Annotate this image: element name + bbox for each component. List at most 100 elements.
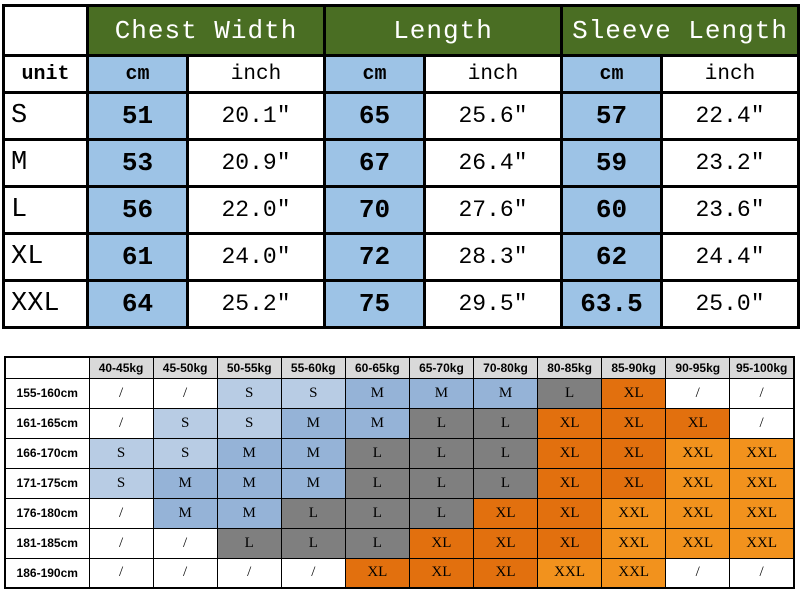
inch-value: 28.3" — [423, 232, 564, 282]
fit-cell: / — [665, 377, 731, 409]
inch-value: 20.9" — [185, 138, 327, 188]
fit-cell: XL — [472, 497, 539, 529]
height-row: 161-165cm / S S M M L L XL XL XL / — [4, 407, 795, 439]
fit-cell: M — [216, 437, 282, 469]
unit-col-header: inch — [185, 54, 327, 94]
fit-cell: L — [472, 407, 539, 439]
fit-cell: XL — [601, 437, 667, 469]
fit-cell: S — [152, 437, 218, 469]
size-row: XXL 64 25.2" 75 29.5" 63.5 25.0" — [2, 279, 800, 329]
fit-cell: XL — [537, 467, 603, 499]
cm-value: 59 — [560, 138, 664, 188]
height-weight-fit-table: 40-45kg 45-50kg 50-55kg 55-60kg 60-65kg 65-70… — [4, 356, 795, 589]
fit-cell: XL — [537, 497, 603, 529]
fit-cell: L — [408, 407, 474, 439]
fit-cell: XXL — [665, 437, 731, 469]
fit-cell: XXL — [601, 527, 667, 559]
fit-cell: / — [152, 377, 218, 409]
fit-cell: XL — [665, 407, 731, 439]
fit-cell: L — [408, 437, 474, 469]
inch-value: 27.6" — [423, 185, 564, 235]
size-row: M 53 20.9" 67 26.4" 59 23.2" — [2, 138, 800, 188]
cm-value: 75 — [323, 279, 427, 329]
weight-header: 40-45kg — [88, 356, 154, 379]
fit-cell: / — [88, 407, 154, 439]
group-header: Length — [323, 4, 564, 57]
fit-cell: M — [280, 407, 346, 439]
fit-cell: / — [88, 527, 154, 559]
height-label: 166-170cm — [4, 437, 90, 469]
cm-value: 60 — [560, 185, 664, 235]
fit-cell: XL — [537, 527, 603, 559]
fit-cell: XL — [408, 527, 474, 559]
weight-header: 70-80kg — [472, 356, 539, 379]
weight-header: 85-90kg — [601, 356, 667, 379]
inch-value: 23.2" — [660, 138, 800, 188]
weight-header: 90-95kg — [665, 356, 731, 379]
height-label: 176-180cm — [4, 497, 90, 529]
size-row: L 56 22.0" 70 27.6" 60 23.6" — [2, 185, 800, 235]
height-row: 155-160cm / / S S M M M L XL / / — [4, 377, 795, 409]
fit-cell: L — [408, 497, 474, 529]
fit-cell: XL — [472, 527, 539, 559]
size-label: M — [2, 138, 89, 188]
fit-cell: XXL — [601, 497, 667, 529]
fit-cell: / — [216, 557, 282, 589]
fit-cell: S — [280, 377, 346, 409]
inch-value: 20.1" — [185, 91, 327, 141]
fit-cell: XL — [472, 557, 539, 589]
cm-value: 53 — [86, 138, 189, 188]
fit-cell: L — [537, 377, 603, 409]
weight-header: 45-50kg — [152, 356, 218, 379]
inch-value: 24.4" — [660, 232, 800, 282]
size-row: S 51 20.1" 65 25.6" 57 22.4" — [2, 91, 800, 141]
fit-cell: / — [152, 557, 218, 589]
unit-label: unit — [2, 54, 89, 94]
fit-cell: S — [88, 467, 154, 499]
fit-cell: XXL — [665, 467, 731, 499]
inch-value: 25.6" — [423, 91, 564, 141]
fit-cell: M — [216, 467, 282, 499]
fit-cell: M — [280, 467, 346, 499]
height-label: 186-190cm — [4, 557, 90, 589]
unit-col-header: inch — [660, 54, 800, 94]
fit-cell: XL — [344, 557, 410, 589]
inch-value: 24.0" — [185, 232, 327, 282]
fit-cell: L — [216, 527, 282, 559]
fit-cell: M — [216, 497, 282, 529]
height-label: 181-185cm — [4, 527, 90, 559]
size-label: XL — [2, 232, 89, 282]
cm-value: 70 — [323, 185, 427, 235]
inch-value: 22.4" — [660, 91, 800, 141]
size-measurement-table: Chest Width Length Sleeve Length unit cm inch… — [2, 4, 800, 329]
fit-cell: S — [88, 437, 154, 469]
fit-cell: M — [152, 497, 218, 529]
fit-cell: L — [344, 527, 410, 559]
weight-header: 65-70kg — [408, 356, 474, 379]
cm-value: 64 — [86, 279, 189, 329]
fit-cell: M — [472, 377, 539, 409]
fit-corner-cell — [4, 356, 90, 379]
fit-cell: / — [152, 527, 218, 559]
fit-cell: XL — [601, 467, 667, 499]
fit-cell: / — [280, 557, 346, 589]
fit-cell: XXL — [601, 557, 667, 589]
fit-cell: / — [665, 557, 731, 589]
fit-cell: XL — [408, 557, 474, 589]
cm-value: 56 — [86, 185, 189, 235]
inch-value: 29.5" — [423, 279, 564, 329]
fit-cell: M — [280, 437, 346, 469]
unit-col-header: cm — [86, 54, 189, 94]
fit-cell: L — [280, 527, 346, 559]
fit-cell: / — [88, 497, 154, 529]
fit-cell: XL — [601, 407, 667, 439]
unit-col-header: inch — [423, 54, 564, 94]
cm-value: 63.5 — [560, 279, 664, 329]
inch-value: 22.0" — [185, 185, 327, 235]
inch-value: 26.4" — [423, 138, 564, 188]
fit-cell: / — [88, 557, 154, 589]
fit-cell: M — [152, 467, 218, 499]
fit-cell: XL — [537, 407, 603, 439]
fit-cell: XXL — [729, 467, 795, 499]
